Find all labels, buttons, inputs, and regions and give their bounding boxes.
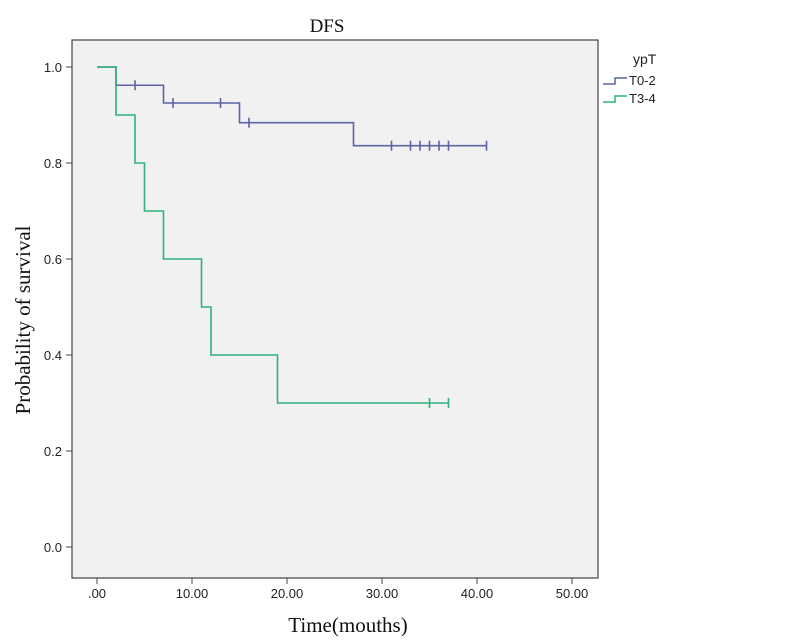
- x-tick-label: 10.00: [176, 586, 209, 601]
- legend-label-t3-4: T3-4: [629, 91, 656, 106]
- legend-label-t0-2: T0-2: [629, 73, 656, 88]
- legend-swatch-t0-2: [603, 77, 627, 85]
- x-tick-label: 30.00: [366, 586, 399, 601]
- y-tick-label: 0.6: [44, 252, 62, 267]
- survival-curve-t3-4: [97, 66, 449, 404]
- x-tick-label: 40.00: [461, 586, 494, 601]
- x-tick-label: 20.00: [271, 586, 304, 601]
- y-tick-label: 0.8: [44, 156, 62, 171]
- legend-swatch-t3-4: [603, 95, 627, 103]
- y-tick-label: 0.2: [44, 444, 62, 459]
- legend-item-t3-4: T3-4: [603, 91, 656, 106]
- x-tick-label: 50.00: [556, 586, 589, 601]
- legend-title: ypT: [633, 51, 657, 67]
- chart-title: DFS: [310, 16, 345, 37]
- x-axis-label: Time(mouths): [288, 613, 407, 637]
- y-axis-label: Probability of survival: [11, 225, 35, 414]
- y-tick-label: 0.0: [44, 540, 62, 555]
- legend-item-t0-2: T0-2: [603, 73, 656, 88]
- x-tick-label: .00: [88, 586, 106, 601]
- plot-area: [71, 39, 599, 579]
- y-tick-label: 0.4: [44, 348, 62, 363]
- y-tick-label: 1.0: [44, 60, 62, 75]
